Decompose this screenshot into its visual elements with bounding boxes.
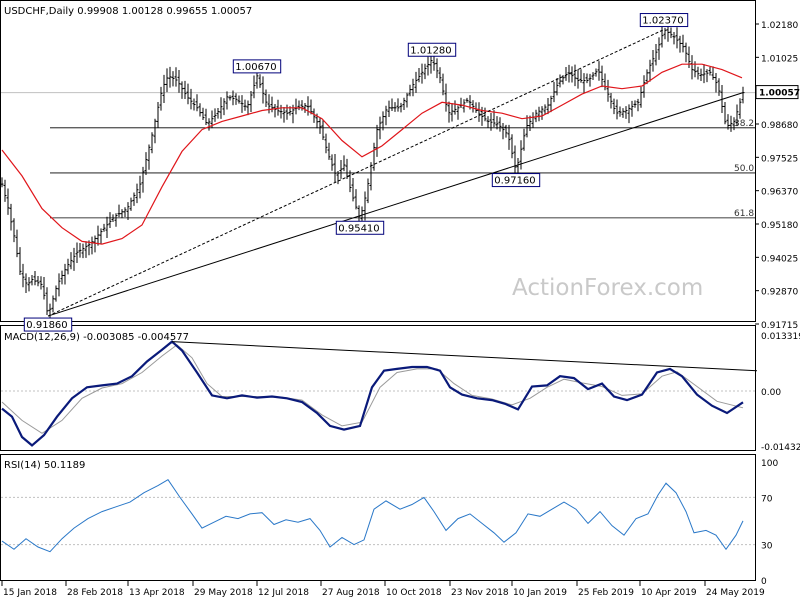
swing-label-box xyxy=(232,59,282,74)
axis-layer: 1.021801.010250.998650.986800.975250.963… xyxy=(1,21,800,598)
x-axis-label: 23 Nov 2018 xyxy=(451,588,509,598)
x-axis-label: 24 May 2019 xyxy=(706,588,765,598)
macd-layer xyxy=(1,340,758,447)
rsi-layer xyxy=(1,479,755,553)
swing-label-box xyxy=(491,173,541,188)
price-axis-label: 1.01025 xyxy=(761,54,798,64)
current-price-badge xyxy=(755,85,799,100)
price-axis-label: 0.95180 xyxy=(761,221,798,231)
moving-average-line xyxy=(1,63,743,245)
macd-panel-title: MACD(12,26,9) -0.003085 -0.004577 xyxy=(4,332,189,343)
support-trendline xyxy=(47,92,744,317)
macd-line xyxy=(1,340,744,447)
x-axis-label: 29 May 2018 xyxy=(194,588,253,598)
rsi-axis-label: 70 xyxy=(761,494,773,504)
macd-axis-label: -0.014323 xyxy=(761,443,800,453)
macd-signal-line xyxy=(1,344,744,434)
current-price-label: 1.00057 xyxy=(759,89,800,99)
rsi-line xyxy=(1,479,744,553)
swing-label-1.01280: 1.01280 xyxy=(410,45,451,56)
x-axis-label: 10 Oct 2018 xyxy=(386,588,442,598)
x-axis-label: 13 Apr 2018 xyxy=(129,588,185,598)
channel-trendline-dashed xyxy=(47,29,665,317)
macd-trendline xyxy=(171,341,758,372)
macd-axis-label: 0.00 xyxy=(761,388,781,398)
x-axis-label: 27 Aug 2018 xyxy=(322,588,380,598)
price-axis-label: 0.91715 xyxy=(761,321,798,331)
price-axis-label: 0.96370 xyxy=(761,188,798,198)
swing-label-0.97160: 0.97160 xyxy=(494,176,535,187)
swing-label-box xyxy=(335,220,385,235)
price-axis-label: 0.94025 xyxy=(761,254,798,264)
swing-label-0.95410: 0.95410 xyxy=(338,223,379,234)
rsi-axis-label: 30 xyxy=(761,542,773,552)
x-axis-label: 25 Feb 2019 xyxy=(578,588,634,598)
rsi-axis-label: 0 xyxy=(761,577,767,587)
macd-axis-label: 0.013319 xyxy=(761,332,800,342)
macd-panel-frame xyxy=(0,325,756,451)
price-panel-title: USDCHF,Daily 0.99908 1.00128 0.99655 1.0… xyxy=(4,6,252,17)
rsi-panel-title: RSI(14) 50.1189 xyxy=(4,460,85,471)
x-axis-label: 10 Jan 2019 xyxy=(513,588,567,598)
x-axis-label: 28 Feb 2018 xyxy=(67,588,123,598)
x-axis-label: 15 Jan 2018 xyxy=(3,588,57,598)
swing-label-box xyxy=(23,317,73,332)
swing-label-box xyxy=(639,13,689,28)
x-axis-label: 12 Jul 2018 xyxy=(258,588,309,598)
x-axis-label: 10 Apr 2019 xyxy=(641,588,697,598)
rsi-panel-frame xyxy=(0,454,756,581)
watermark: ActionForex.com xyxy=(512,275,703,301)
fib-label-61-8: 61.8 xyxy=(734,209,754,219)
swing-label-0.91860: 0.91860 xyxy=(26,320,67,331)
rsi-axis-label: 100 xyxy=(761,459,778,469)
price-axis-label: 0.97525 xyxy=(761,154,798,164)
swing-label-box xyxy=(407,42,457,57)
price-layer: 38.2 50.0 61.8 0.91860 1.00670 0.95410 1.01280… xyxy=(0,13,755,332)
price-axis-label: 1.02180 xyxy=(761,21,798,31)
swing-label-1.00670: 1.00670 xyxy=(235,62,276,73)
price-axis-label: 0.92870 xyxy=(761,288,798,298)
fib-label-50-0: 50.0 xyxy=(734,164,754,174)
swing-label-1.02370: 1.02370 xyxy=(642,16,683,27)
fib-label-38-2: 38.2 xyxy=(734,119,754,129)
price-axis-label: 0.98680 xyxy=(761,121,798,131)
price-panel-frame xyxy=(0,0,756,322)
